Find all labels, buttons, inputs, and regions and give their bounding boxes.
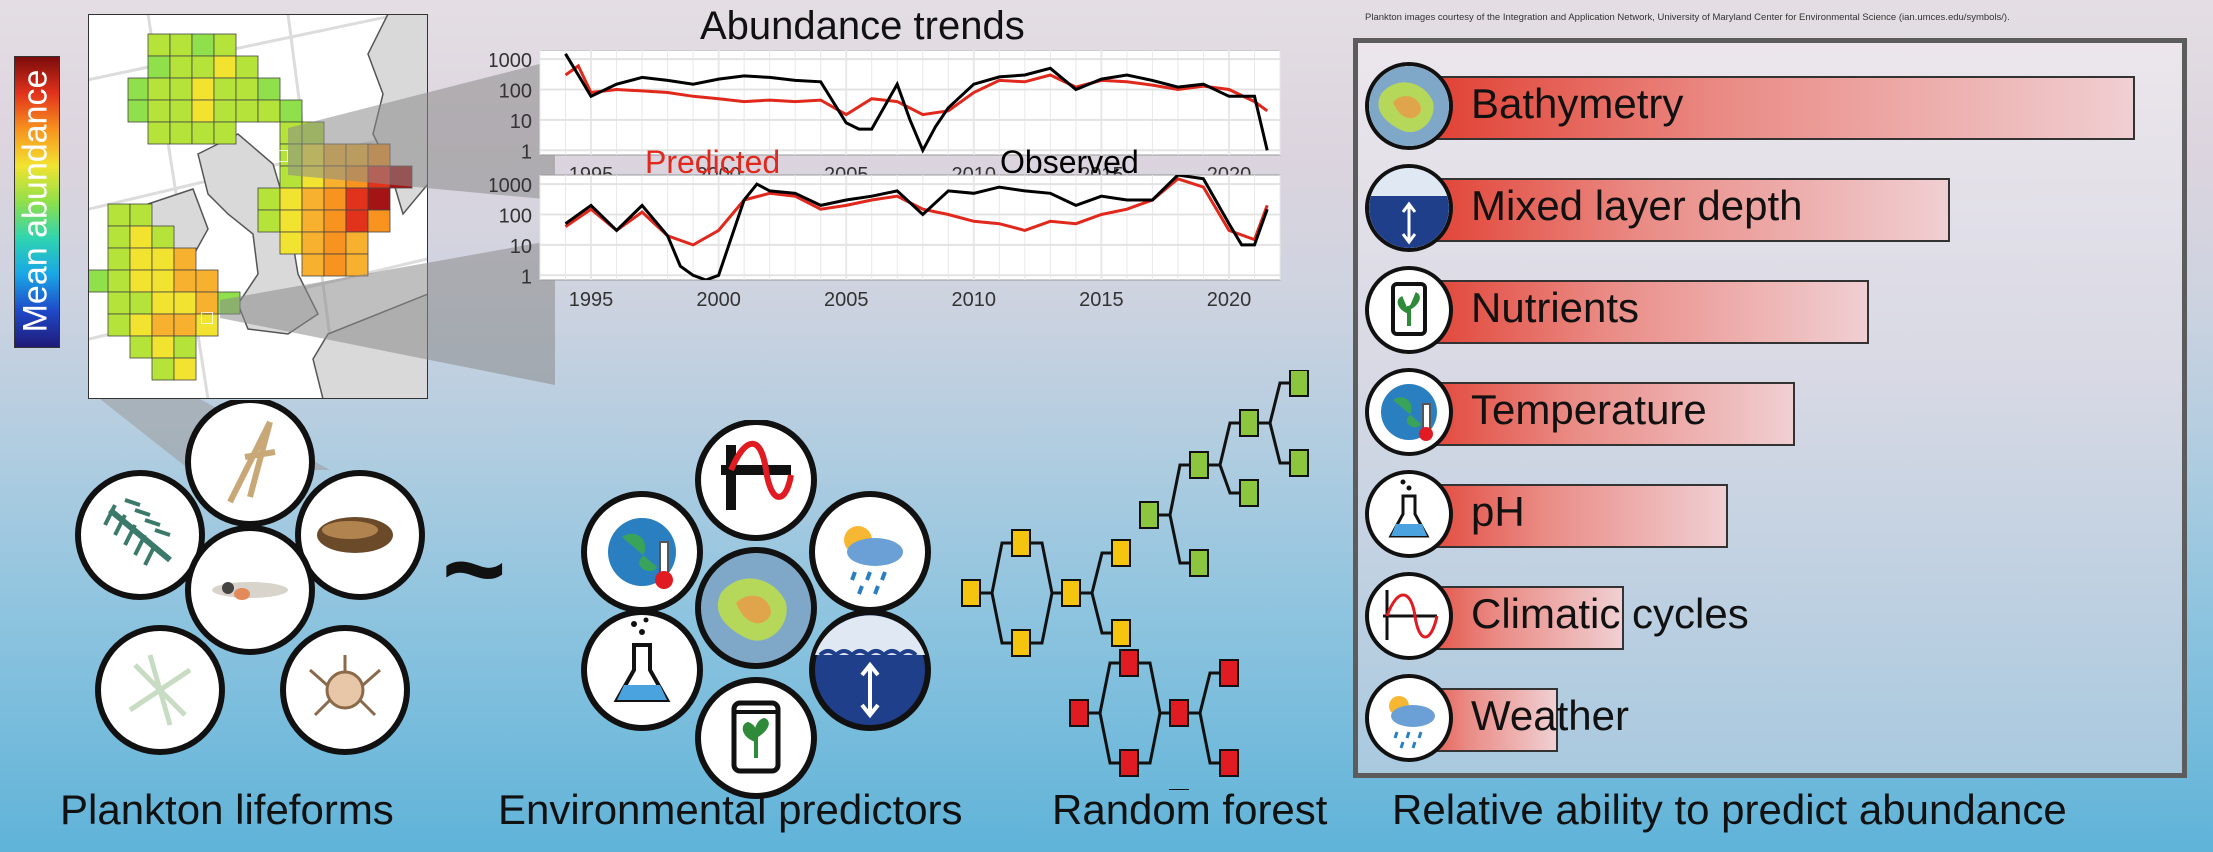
svg-text:□: □ [201, 307, 213, 329]
importance-bar [1395, 178, 1950, 242]
bathymetry-icon [695, 547, 817, 669]
importance-label: Climatic cycles [1471, 590, 1749, 637]
y-tick-label: 1000 [490, 175, 532, 197]
tree-node [1289, 449, 1309, 477]
weather-icon [809, 491, 931, 613]
importance-label: Nutrients [1471, 284, 1640, 331]
tree-node [1111, 539, 1131, 567]
tree-node [1119, 649, 1139, 677]
y-tick-label: 100 [499, 206, 532, 228]
climatic-cycle-icon [1365, 572, 1453, 660]
predicted-label: Predicted [645, 144, 780, 180]
importance-row: Bathymetry [1365, 60, 2175, 162]
tree-node [961, 579, 981, 607]
tilde-symbol: ~ [442, 508, 507, 631]
importance-bar [1395, 382, 1795, 446]
tree-node [1189, 451, 1209, 479]
tree-node [1111, 619, 1131, 647]
caption-random-forest: Random forest [1052, 786, 1328, 833]
observed-series-line [564, 53, 1269, 154]
polychaete-larva-icon [75, 470, 205, 600]
nutrients-icon [695, 677, 817, 799]
tree-node [1219, 749, 1239, 777]
x-tick-label: 2015 [1079, 289, 1124, 311]
mixed-layer-icon [1365, 164, 1453, 252]
tree-node [1189, 549, 1209, 577]
importance-row: pH [1365, 468, 2175, 570]
importance-label: Bathymetry [1471, 80, 1684, 127]
caption-plankton-lifeforms: Plankton lifeforms [60, 786, 394, 833]
x-tick-label: 2020 [1207, 289, 1252, 311]
importance-bar [1395, 76, 2135, 140]
weather-icon [1365, 674, 1453, 762]
importance-row: Climatic cycles [1365, 570, 2175, 672]
importance-row: Mixed layer depth [1365, 162, 2175, 264]
x-tick-label: 1995 [569, 289, 614, 311]
temperature-icon [1365, 368, 1453, 456]
bathymetry-icon [1365, 62, 1453, 150]
tree-node [1061, 579, 1081, 607]
crab-larva-icon [280, 625, 410, 755]
x-tick-label: 2005 [824, 289, 869, 311]
tree-node [1069, 699, 1089, 727]
nutrients-icon [1365, 266, 1453, 354]
tree-node [1239, 479, 1259, 507]
observed-label: Observed [1000, 144, 1139, 180]
trend-title: Abundance trends [700, 4, 1025, 48]
tree-node [1219, 659, 1239, 687]
ph-flask-icon [581, 609, 703, 731]
fish-larva-icon [185, 525, 315, 655]
y-tick-label: 1 [521, 266, 532, 288]
predictor-icons [581, 420, 931, 799]
y-tick-label: 10 [510, 111, 532, 133]
climatic-cycle-icon [695, 420, 817, 541]
importance-bar [1395, 484, 1728, 548]
importance-bars: Bathymetry Mixed layer depth Nutrients Temp… [1365, 60, 2175, 770]
plankton-icons [75, 400, 425, 755]
y-tick-label: 1 [521, 141, 532, 163]
tree-node [1119, 749, 1139, 777]
importance-row: Weather [1365, 672, 2175, 774]
importance-label: Weather [1471, 692, 1629, 739]
tree-node [1239, 409, 1259, 437]
arrow-worm-icon [185, 400, 315, 527]
importance-row: Nutrients [1365, 264, 2175, 366]
y-tick-label: 100 [499, 81, 532, 103]
trend-charts: 1000 100 10 1 1995 2000 2005 2010 2015 2020 1000 1… [490, 50, 1281, 311]
x-tick-label: 2000 [696, 289, 741, 311]
observed-series-line [564, 175, 1269, 280]
caption-environmental-predictors: Environmental predictors [498, 786, 963, 833]
predicted-series-line [564, 63, 1269, 117]
importance-label: Mixed layer depth [1471, 182, 1803, 229]
importance-label: pH [1471, 488, 1525, 535]
importance-label: Temperature [1471, 386, 1707, 433]
importance-row: Temperature [1365, 366, 2175, 468]
importance-bar [1395, 280, 1869, 344]
x-tick-label: 2010 [952, 289, 997, 311]
y-tick-label: 1000 [490, 50, 532, 72]
ph-flask-icon [1365, 470, 1453, 558]
diatom-icon [95, 625, 225, 755]
copepod-icon [295, 470, 425, 600]
y-tick-label: 10 [510, 236, 532, 258]
svg-text:□: □ [276, 145, 288, 167]
tree-node [1011, 529, 1031, 557]
tree-node [1289, 370, 1309, 397]
temperature-icon [581, 491, 703, 613]
caption-relative-ability: Relative ability to predict abundance [1392, 786, 2067, 833]
tree-node [1139, 501, 1159, 529]
mixed-layer-icon [809, 609, 931, 731]
abundance-colorbar: Mean abundance [14, 56, 60, 348]
tree-node [1169, 699, 1189, 727]
tree-node [1011, 629, 1031, 657]
image-credit: Plankton images courtesy of the Integrat… [1365, 12, 2010, 23]
random-forest-diagram [961, 370, 1309, 790]
